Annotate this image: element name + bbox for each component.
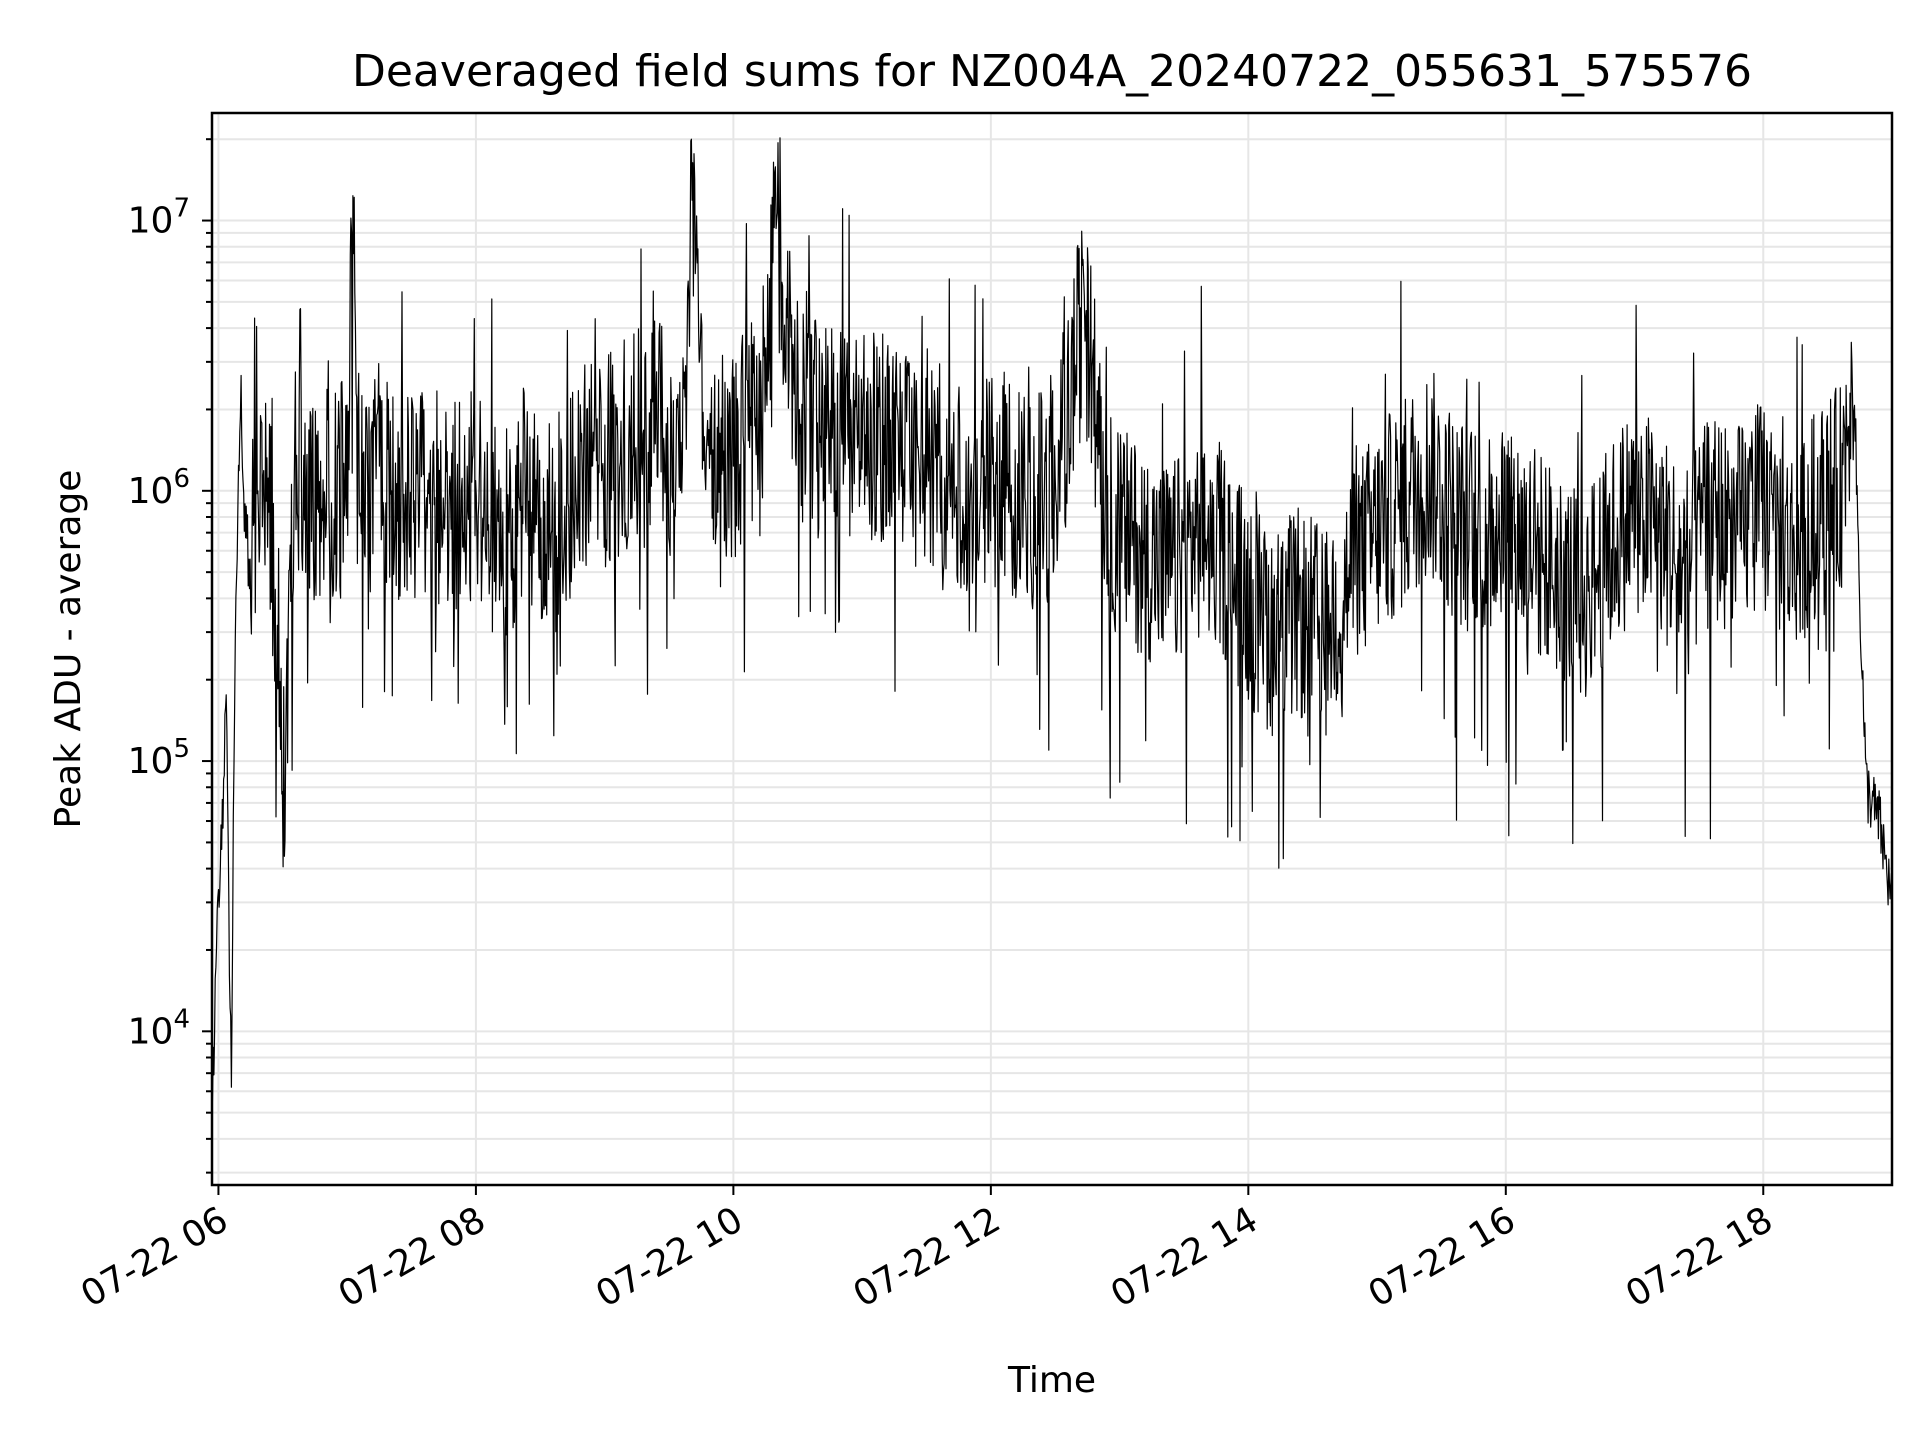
- y-tick-label: 106: [128, 464, 190, 512]
- y-tick-label: 107: [128, 194, 190, 242]
- series-layer: [211, 137, 1893, 1122]
- x-tick-label: 07-22 16: [1362, 1199, 1523, 1315]
- x-tick-label: 07-22 06: [74, 1199, 235, 1315]
- chart-title: Deaveraged field sums for NZ004A_2024072…: [352, 46, 1752, 97]
- plot-frame: [210, 111, 1894, 1187]
- y-axis-label: Peak ADU - average: [48, 470, 89, 829]
- x-axis-label: Time: [1007, 1360, 1096, 1401]
- x-tick-label: 07-22 12: [847, 1199, 1008, 1315]
- series-line: [211, 137, 1893, 1122]
- x-tick-label: 07-22 18: [1619, 1199, 1780, 1315]
- x-tick-label: 07-22 08: [332, 1199, 493, 1315]
- grid: [212, 113, 1892, 1185]
- x-tick-label: 07-22 14: [1104, 1199, 1265, 1315]
- y-tick-label: 105: [128, 734, 190, 782]
- y-tick-label: 104: [128, 1004, 190, 1052]
- x-tick-label: 07-22 10: [589, 1199, 750, 1315]
